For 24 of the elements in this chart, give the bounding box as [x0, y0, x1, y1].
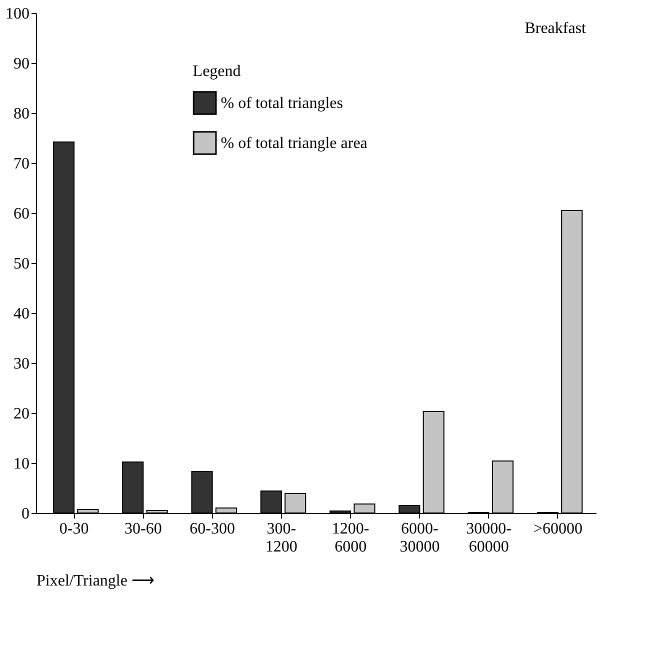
y-tick-label: 0: [22, 506, 30, 522]
y-tick-label: 40: [14, 306, 30, 322]
x-tick-label: 1200-6000: [332, 520, 370, 556]
legend-label: % of total triangle area: [220, 135, 368, 152]
x-tick-label: 30000-60000: [466, 520, 512, 556]
y-tick-label: 80: [14, 106, 30, 122]
x-tick-label: >60000: [533, 520, 582, 538]
y-tick-label: 70: [14, 156, 30, 172]
legend-label: % of total triangles: [220, 95, 343, 112]
x-axis-title: Pixel/Triangle ⟶: [36, 572, 154, 590]
y-tick-label: 60: [14, 206, 30, 222]
y-tick-label: 20: [14, 406, 30, 422]
y-tick-label: 50: [14, 256, 30, 272]
x-tick-label: 0-30: [59, 520, 89, 538]
x-tick-label: 30-60: [124, 520, 162, 538]
x-tick-label: 6000-30000: [400, 520, 440, 556]
annotation: Breakfast: [524, 20, 587, 37]
y-tick-label: 100: [6, 6, 30, 22]
x-tick-label: 300-1200: [265, 520, 298, 556]
y-tick-label: 30: [14, 356, 30, 372]
legend-title: Legend: [192, 63, 241, 80]
x-tick-label: 60-300: [190, 520, 235, 538]
y-tick-label: 10: [14, 456, 30, 472]
y-tick-label: 90: [14, 56, 30, 72]
